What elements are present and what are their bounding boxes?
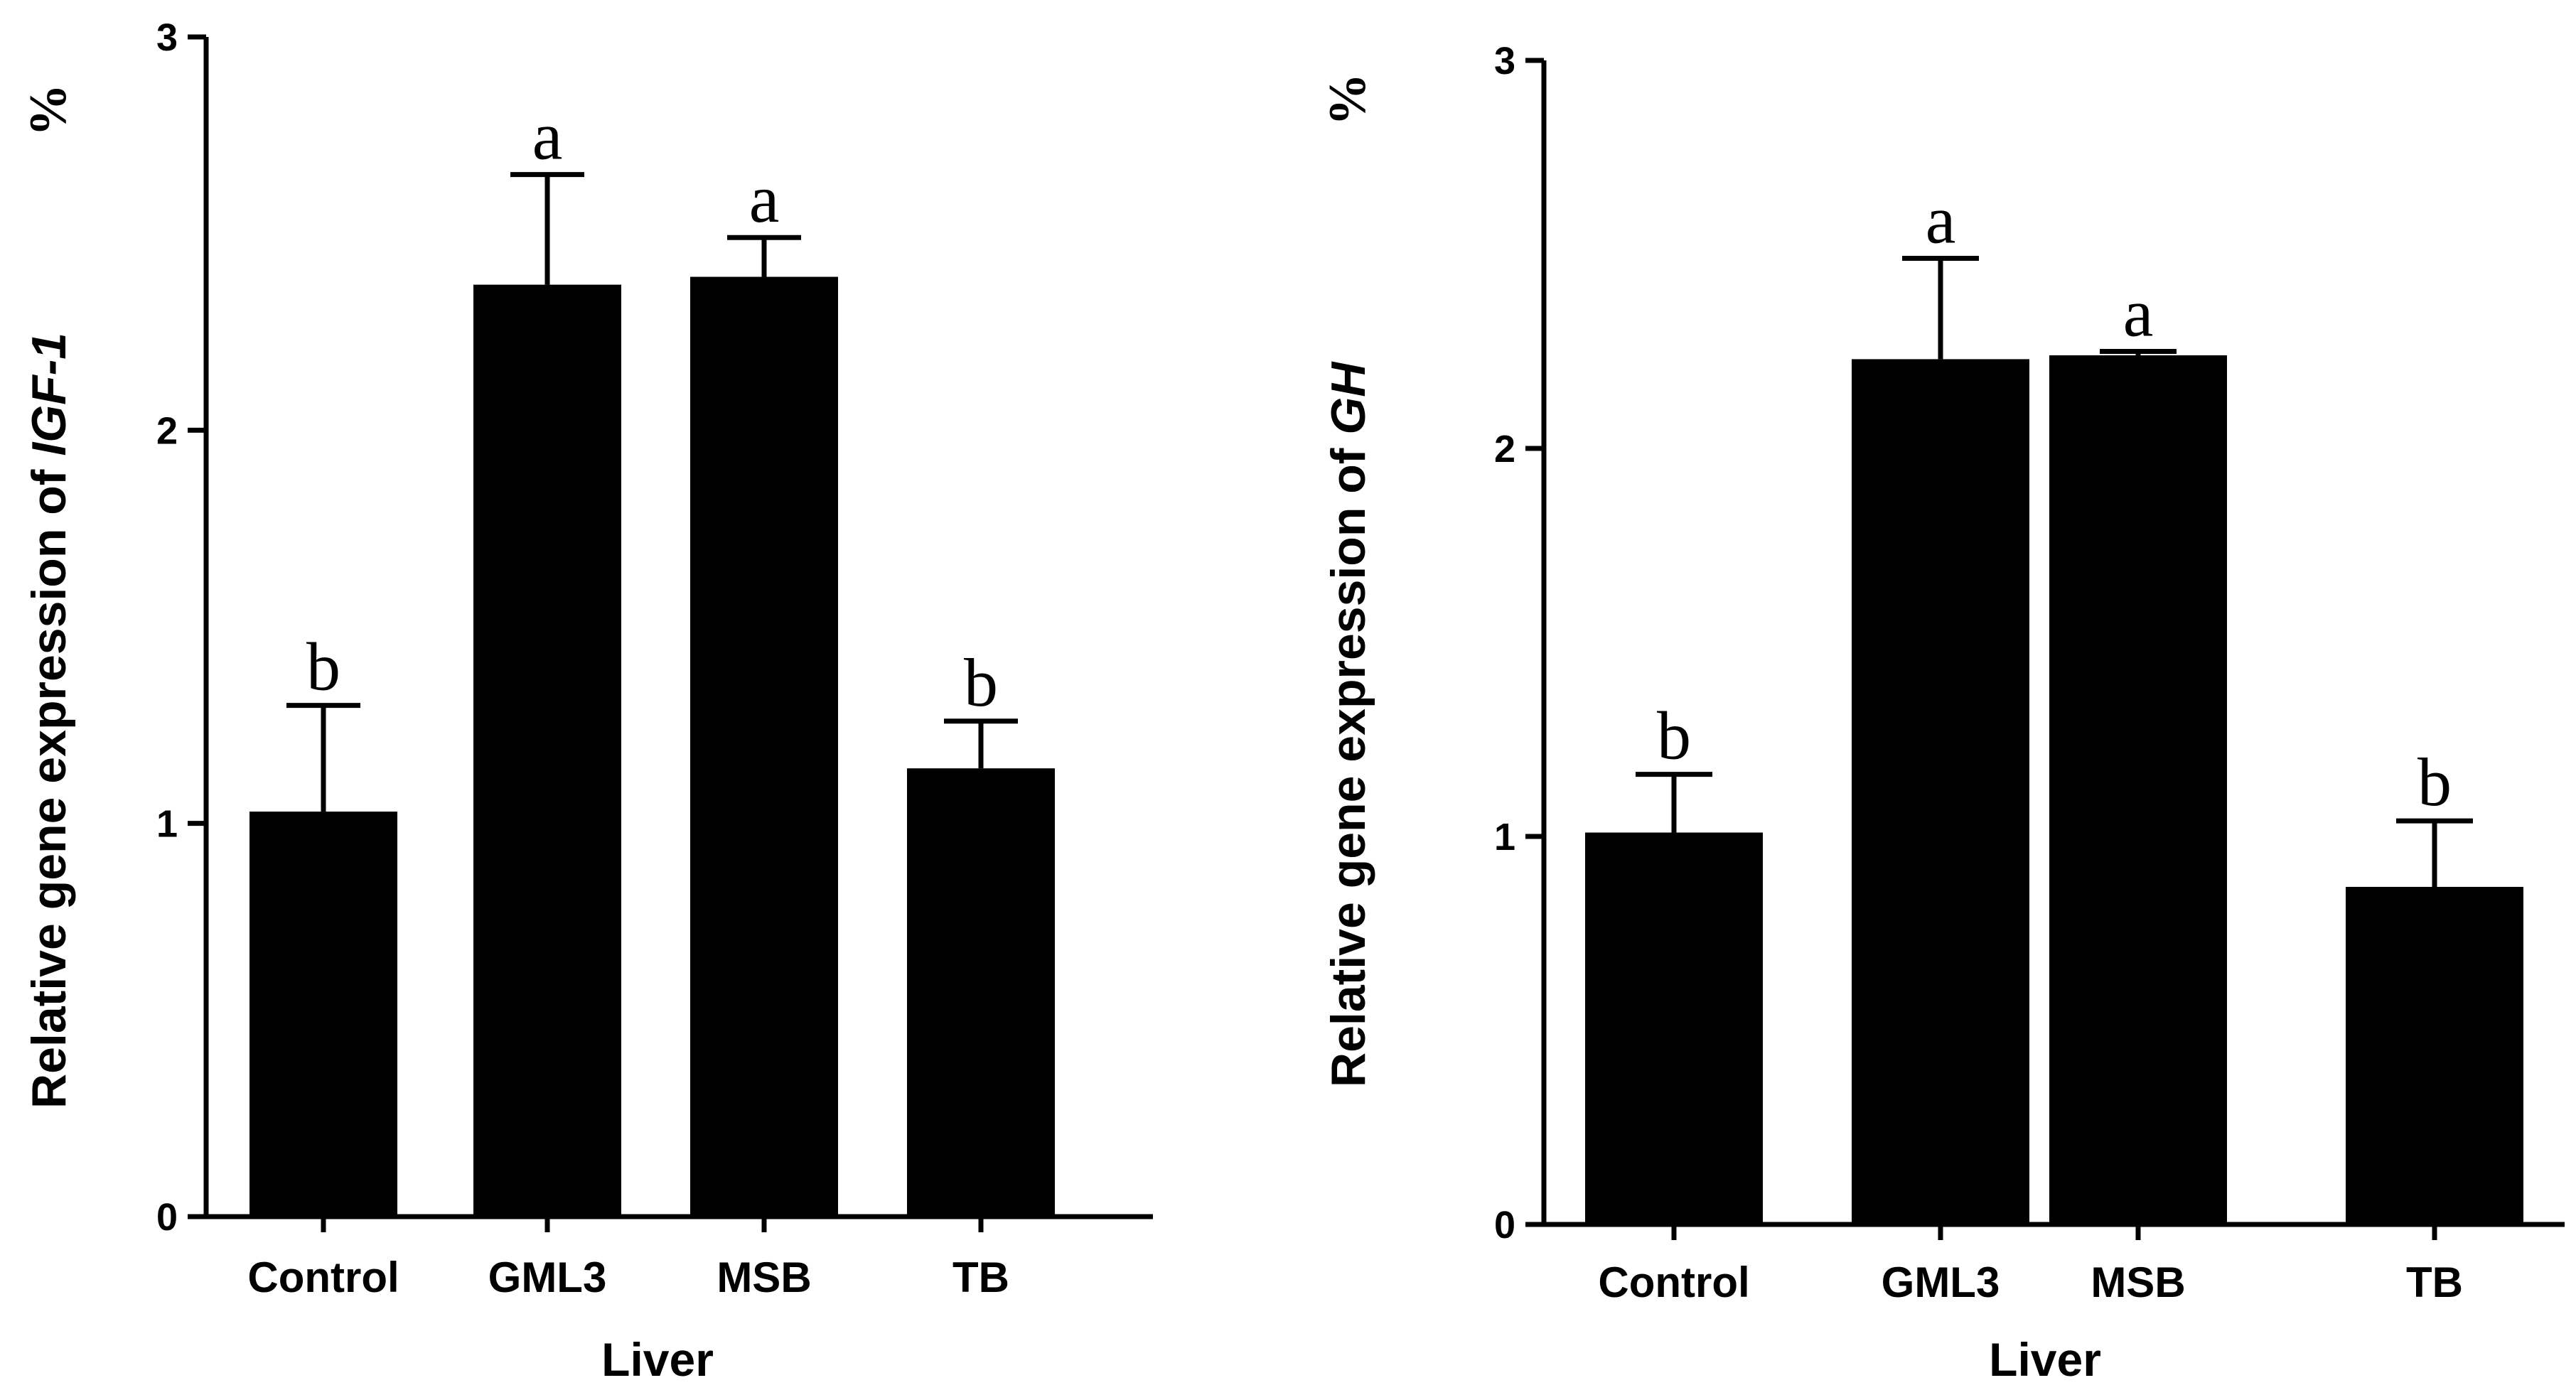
y-tick-label-igf1-0: 0 <box>156 1196 178 1239</box>
error-bars-gh <box>1636 255 2473 887</box>
bar-igf1-gml3 <box>473 284 621 1217</box>
sig-label-igf1-gml3: a <box>532 98 563 174</box>
unit-label-gh: % <box>1319 73 1377 126</box>
y-axis-label-gene-igf1: IGF-1 <box>22 333 76 456</box>
bar-igf1-msb <box>690 276 838 1217</box>
sig-label-igf1-control: b <box>306 629 340 705</box>
y-axis-label-gene-gh: GH <box>1321 361 1375 435</box>
y-tick-label-igf1-3: 3 <box>156 16 178 59</box>
x-axis-label-igf1: Liver <box>601 1333 714 1386</box>
category-label-gh-gml3: GML3 <box>1882 1259 2000 1306</box>
sig-label-gh-tb: b <box>2417 744 2452 820</box>
sig-label-igf1-msb: a <box>749 161 780 237</box>
y-axis-label-igf1: Relative gene expression of IGF-1 <box>22 333 76 1109</box>
significance-labels-igf1: b a a b <box>306 98 998 721</box>
y-tick-label-gh-2: 2 <box>1494 428 1515 470</box>
significance-labels-gh: b a a b <box>1657 181 2452 820</box>
category-label-igf1-tb: TB <box>952 1254 1009 1301</box>
bar-gh-tb <box>2346 886 2523 1224</box>
y-tick-label-gh-3: 3 <box>1494 40 1515 82</box>
bar-gh-gml3 <box>1852 359 2029 1224</box>
y-axis-label-prefix-igf1: Relative gene expression of <box>22 456 76 1109</box>
category-labels-igf1: Control GML3 MSB TB <box>247 1254 1009 1301</box>
category-label-igf1-control: Control <box>247 1254 399 1301</box>
y-ticks-igf1: 0 1 2 3 <box>156 16 206 1239</box>
unit-label-igf1: % <box>19 84 77 136</box>
y-tick-label-gh-1: 1 <box>1494 816 1515 858</box>
y-tick-label-igf1-2: 2 <box>156 409 178 452</box>
x-ticks-igf1 <box>321 1217 984 1232</box>
bars-gh <box>1585 355 2523 1225</box>
category-labels-gh: Control GML3 MSB TB <box>1598 1259 2463 1306</box>
sig-label-gh-msb: a <box>2123 275 2154 351</box>
error-bars-igf1 <box>286 172 1018 812</box>
chart-gh: b a a b 0 1 2 3 Control GML3 MSB TB Liver Relativ… <box>1319 40 2565 1386</box>
category-label-gh-msb: MSB <box>2091 1259 2185 1306</box>
y-axis-label-gh: Relative gene expression of GH <box>1321 361 1375 1087</box>
category-label-igf1-gml3: GML3 <box>488 1254 607 1301</box>
sig-label-gh-control: b <box>1657 698 1691 774</box>
category-label-gh-control: Control <box>1598 1259 1749 1306</box>
bar-gh-msb <box>2049 355 2227 1225</box>
y-axis-label-prefix-gh: Relative gene expression of <box>1321 435 1375 1087</box>
bars-igf1 <box>249 276 1055 1217</box>
category-label-gh-tb: TB <box>2406 1259 2463 1306</box>
category-label-igf1-msb: MSB <box>717 1254 811 1301</box>
x-ticks-gh <box>1671 1224 2437 1240</box>
bar-igf1-tb <box>907 768 1055 1217</box>
y-tick-label-gh-0: 0 <box>1494 1204 1515 1246</box>
bar-igf1-control <box>249 812 397 1217</box>
x-axis-label-gh: Liver <box>1989 1333 2101 1386</box>
bar-gh-control <box>1585 832 1763 1224</box>
y-ticks-gh: 0 1 2 3 <box>1494 40 1544 1246</box>
y-tick-label-igf1-1: 1 <box>156 803 178 846</box>
chart-igf1: b a a b 0 1 2 3 Control GML3 MSB TB Liver Relativ… <box>19 16 1153 1386</box>
sig-label-gh-gml3: a <box>1926 181 1956 257</box>
sig-label-igf1-tb: b <box>964 645 998 721</box>
